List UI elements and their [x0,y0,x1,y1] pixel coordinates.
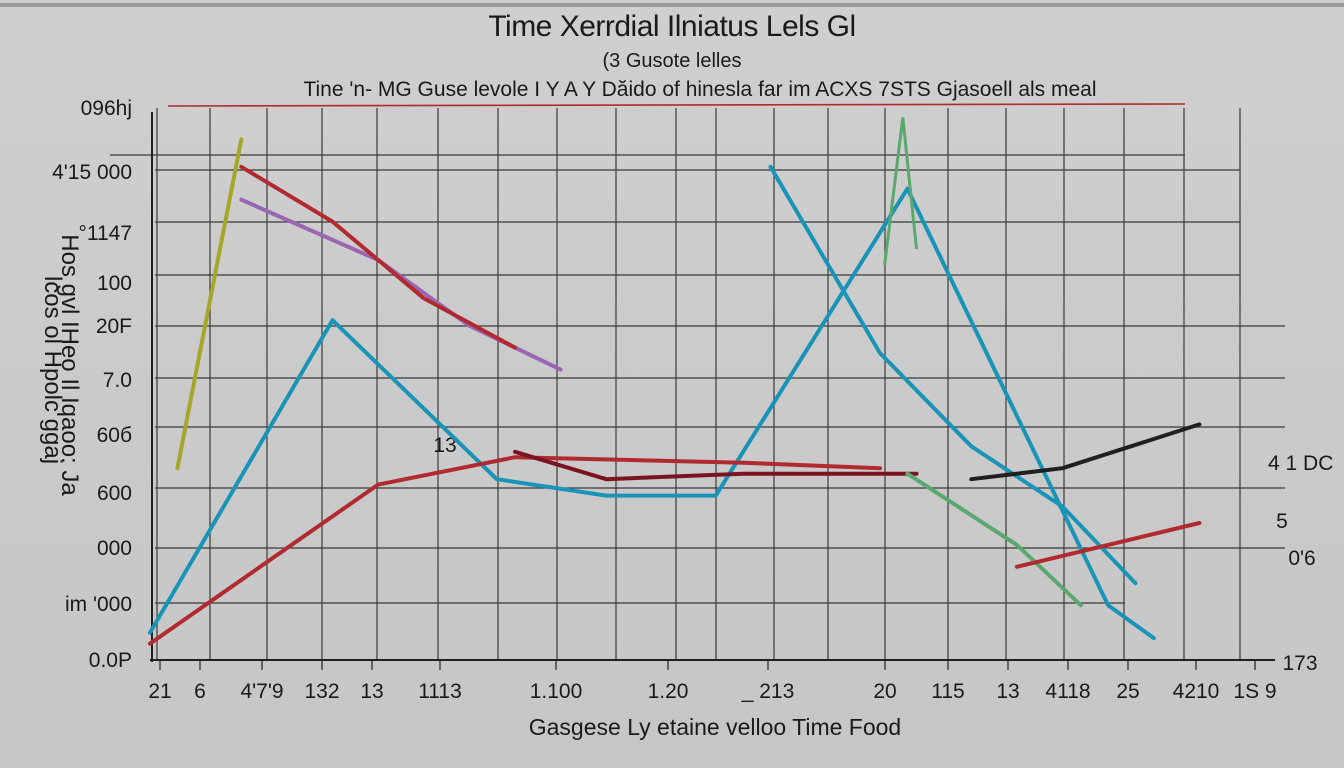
y-tick-label: 4'15 000 [52,161,132,184]
series-line [175,137,244,471]
x-tick-label: 25 [1116,680,1139,703]
chart-subtitle: (3 Gusote lelles [602,50,742,72]
reference-line-top [167,103,1186,107]
x-tick-label: 132 [304,680,339,703]
y-tick-label: 20F [96,315,132,338]
annotation-label: 5 [1276,510,1288,533]
annotation-label: 173 [1282,652,1317,675]
series-peak-spike [883,117,918,266]
y-tick-label: 000 [97,537,132,560]
y-tick-label: 0.0P [89,649,132,672]
y-axis-label-outer: lcos ol Hpolc ggaj [39,276,66,464]
annotation-label: 0'6 [1288,547,1315,570]
x-tick-label: 21 [148,680,171,703]
y-tick-label: 7.0 [103,369,132,392]
series-line [239,164,517,350]
series-line [905,471,1083,608]
chart-title: Time Xerrdial Ilniatus Lels Gl [488,10,856,43]
x-tick-label: 13 [360,680,383,703]
x-tick-label: 1.20 [648,680,689,703]
x-tick-label: 6 [194,680,206,703]
series-line [148,186,1156,641]
chart-subtitle-2: Tine 'n- MG Guse levole I Y A Y Dăido of… [303,78,1097,101]
annotation-label: 13 [433,434,456,457]
y-tick-label: 100 [97,272,132,295]
y-tick-label: im '000 [65,593,132,616]
y-tick-label: 600 [97,482,132,505]
x-tick-label: 4210 [1173,680,1220,703]
x-tick-label: _ 213 [741,680,795,703]
series-line [513,449,919,482]
x-axis-label: Gasgese Ly etaine velloo Time Food [528,714,902,740]
series-line [768,164,1138,586]
x-tick-label: 1S 9 [1233,680,1276,703]
x-tick-label: 4'7'9 [240,680,283,703]
x-tick-label: 13 [996,680,1019,703]
top-rule [0,3,1344,7]
y-tick-label: 60б [97,424,132,447]
x-tick-label: 115 [931,680,964,703]
y-tick-label: °1147 [78,222,132,245]
series-line [1014,521,1202,569]
x-tick-label: 4118 [1045,680,1090,703]
x-tick-label: 1.100 [530,680,583,703]
y-tick-label: 096hj [81,97,132,120]
x-tick-label: 20 [873,680,896,703]
series-line [969,422,1202,482]
annotation-label: 4 1 DC [1268,452,1333,475]
x-tick-label: 1113 [418,680,462,703]
y-axis-label-inner: Hos gvl IHeo Il Iqaoo: Ja [56,234,83,496]
series-line [148,455,882,646]
